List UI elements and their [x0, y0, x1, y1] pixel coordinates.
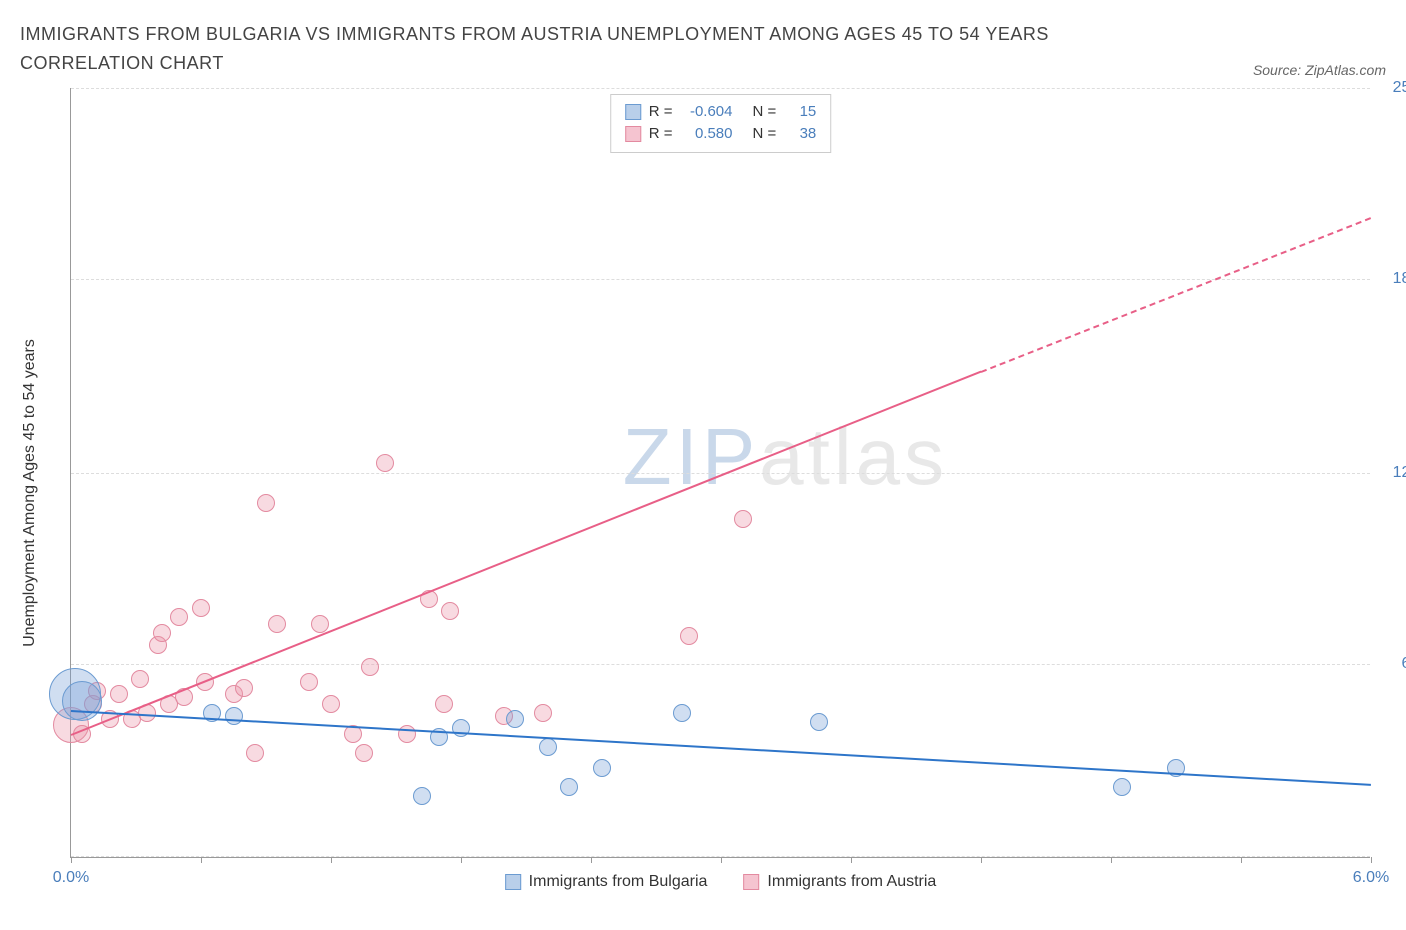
data-point-austria: [192, 599, 210, 617]
data-point-bulgaria: [506, 710, 524, 728]
y-tick-label: 18.8%: [1378, 270, 1406, 288]
data-point-bulgaria: [225, 707, 243, 725]
r-label: R =: [649, 101, 673, 124]
x-tick: [331, 857, 332, 863]
x-tick: [851, 857, 852, 863]
legend-row-bulgaria: R = -0.604 N = 15: [625, 101, 817, 124]
x-tick: [981, 857, 982, 863]
n-label: N =: [753, 123, 777, 146]
gridline: [71, 279, 1370, 280]
r-value-austria: 0.580: [685, 123, 733, 146]
data-point-austria: [534, 704, 552, 722]
x-tick: [1371, 857, 1372, 863]
data-point-austria: [170, 608, 188, 626]
x-tick-label: 6.0%: [1353, 869, 1389, 887]
y-axis-label: Unemployment Among Ages 45 to 54 years: [21, 339, 39, 647]
data-point-austria: [257, 494, 275, 512]
y-tick-label: 6.3%: [1378, 655, 1406, 673]
data-point-bulgaria: [810, 713, 828, 731]
chart-title: IMMIGRANTS FROM BULGARIA VS IMMIGRANTS F…: [20, 20, 1120, 78]
data-point-austria: [300, 673, 318, 691]
swatch-austria: [625, 126, 641, 142]
watermark-atlas: atlas: [759, 412, 948, 501]
data-point-bulgaria: [593, 759, 611, 777]
data-point-bulgaria: [673, 704, 691, 722]
swatch-austria: [743, 874, 759, 890]
data-point-austria: [355, 744, 373, 762]
x-tick: [461, 857, 462, 863]
x-tick: [201, 857, 202, 863]
legend-label-austria: Immigrants from Austria: [767, 873, 936, 891]
legend-row-austria: R = 0.580 N = 38: [625, 123, 817, 146]
trendline-bulgaria: [71, 710, 1371, 786]
data-point-bulgaria: [1113, 778, 1131, 796]
x-tick: [1241, 857, 1242, 863]
data-point-bulgaria: [560, 778, 578, 796]
data-point-bulgaria: [62, 681, 102, 721]
n-label: N =: [753, 101, 777, 124]
data-point-bulgaria: [539, 738, 557, 756]
data-point-austria: [110, 685, 128, 703]
data-point-austria: [268, 615, 286, 633]
n-value-bulgaria: 15: [788, 101, 816, 124]
y-tick-label: 25.0%: [1378, 79, 1406, 97]
data-point-austria: [435, 695, 453, 713]
watermark: ZIPatlas: [623, 411, 948, 503]
data-point-austria: [361, 658, 379, 676]
legend-label-bulgaria: Immigrants from Bulgaria: [529, 873, 708, 891]
data-point-austria: [235, 679, 253, 697]
x-tick: [721, 857, 722, 863]
swatch-bulgaria: [505, 874, 521, 890]
data-point-austria: [680, 627, 698, 645]
x-tick: [71, 857, 72, 863]
r-value-bulgaria: -0.604: [685, 101, 733, 124]
trendline-austria: [71, 371, 982, 736]
data-point-austria: [311, 615, 329, 633]
data-point-austria: [734, 510, 752, 528]
gridline: [71, 88, 1370, 89]
x-tick: [1111, 857, 1112, 863]
data-point-austria: [153, 624, 171, 642]
x-tick-label: 0.0%: [53, 869, 89, 887]
data-point-bulgaria: [413, 787, 431, 805]
data-point-austria: [131, 670, 149, 688]
gridline: [71, 664, 1370, 665]
swatch-bulgaria: [625, 104, 641, 120]
series-legend: Immigrants from Bulgaria Immigrants from…: [505, 873, 937, 891]
trendline-austria-dashed: [981, 217, 1372, 373]
y-tick-label: 12.5%: [1378, 464, 1406, 482]
data-point-austria: [246, 744, 264, 762]
n-value-austria: 38: [788, 123, 816, 146]
correlation-legend: R = -0.604 N = 15 R = 0.580 N = 38: [610, 94, 832, 153]
legend-item-bulgaria: Immigrants from Bulgaria: [505, 873, 708, 891]
chart-area: Unemployment Among Ages 45 to 54 years Z…: [50, 88, 1390, 898]
x-tick: [591, 857, 592, 863]
r-label: R =: [649, 123, 673, 146]
data-point-austria: [441, 602, 459, 620]
source-label: Source: ZipAtlas.com: [1253, 62, 1386, 78]
data-point-austria: [322, 695, 340, 713]
legend-item-austria: Immigrants from Austria: [743, 873, 936, 891]
data-point-austria: [376, 454, 394, 472]
plot-region: ZIPatlas R = -0.604 N = 15 R = 0.580 N =…: [70, 88, 1370, 858]
